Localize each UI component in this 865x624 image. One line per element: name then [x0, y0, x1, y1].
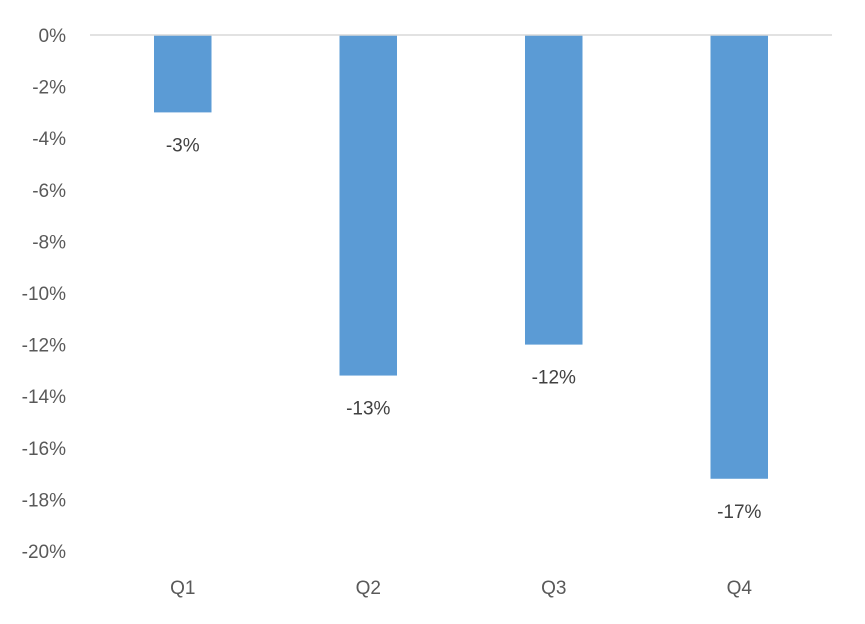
y-tick-label: -2%	[32, 78, 66, 99]
data-label: -17%	[717, 502, 761, 523]
y-tick-label: -18%	[22, 490, 66, 511]
y-tick-label: 0%	[39, 26, 67, 47]
y-tick-label: -8%	[32, 232, 66, 253]
y-tick-label: -6%	[32, 181, 66, 202]
y-tick-label: -12%	[22, 336, 66, 357]
bar-q2	[339, 35, 398, 376]
x-tick-label: Q3	[541, 578, 566, 599]
y-tick-label: -14%	[22, 387, 66, 408]
bar-q4	[710, 35, 769, 479]
y-axis-ticks: 0% -2% -4% -6% -8% -10% -12% -14% -16% -18% -20%	[22, 26, 66, 563]
y-tick-label: -4%	[32, 129, 66, 150]
data-label: -3%	[166, 135, 200, 156]
x-tick-label: Q1	[170, 578, 195, 599]
y-tick-label: -10%	[22, 284, 66, 305]
bar-q1	[153, 35, 212, 113]
y-tick-label: -16%	[22, 439, 66, 460]
x-axis-categories: Q1 Q2 Q3 Q4	[170, 578, 752, 599]
bars	[153, 35, 769, 479]
data-label: -12%	[532, 368, 576, 389]
x-tick-label: Q2	[356, 578, 381, 599]
y-tick-label: -20%	[22, 542, 66, 563]
bar-q3	[524, 35, 583, 345]
data-label: -13%	[346, 399, 390, 420]
x-tick-label: Q4	[727, 578, 753, 599]
data-labels: -3% -13% -12% -17%	[166, 135, 762, 522]
